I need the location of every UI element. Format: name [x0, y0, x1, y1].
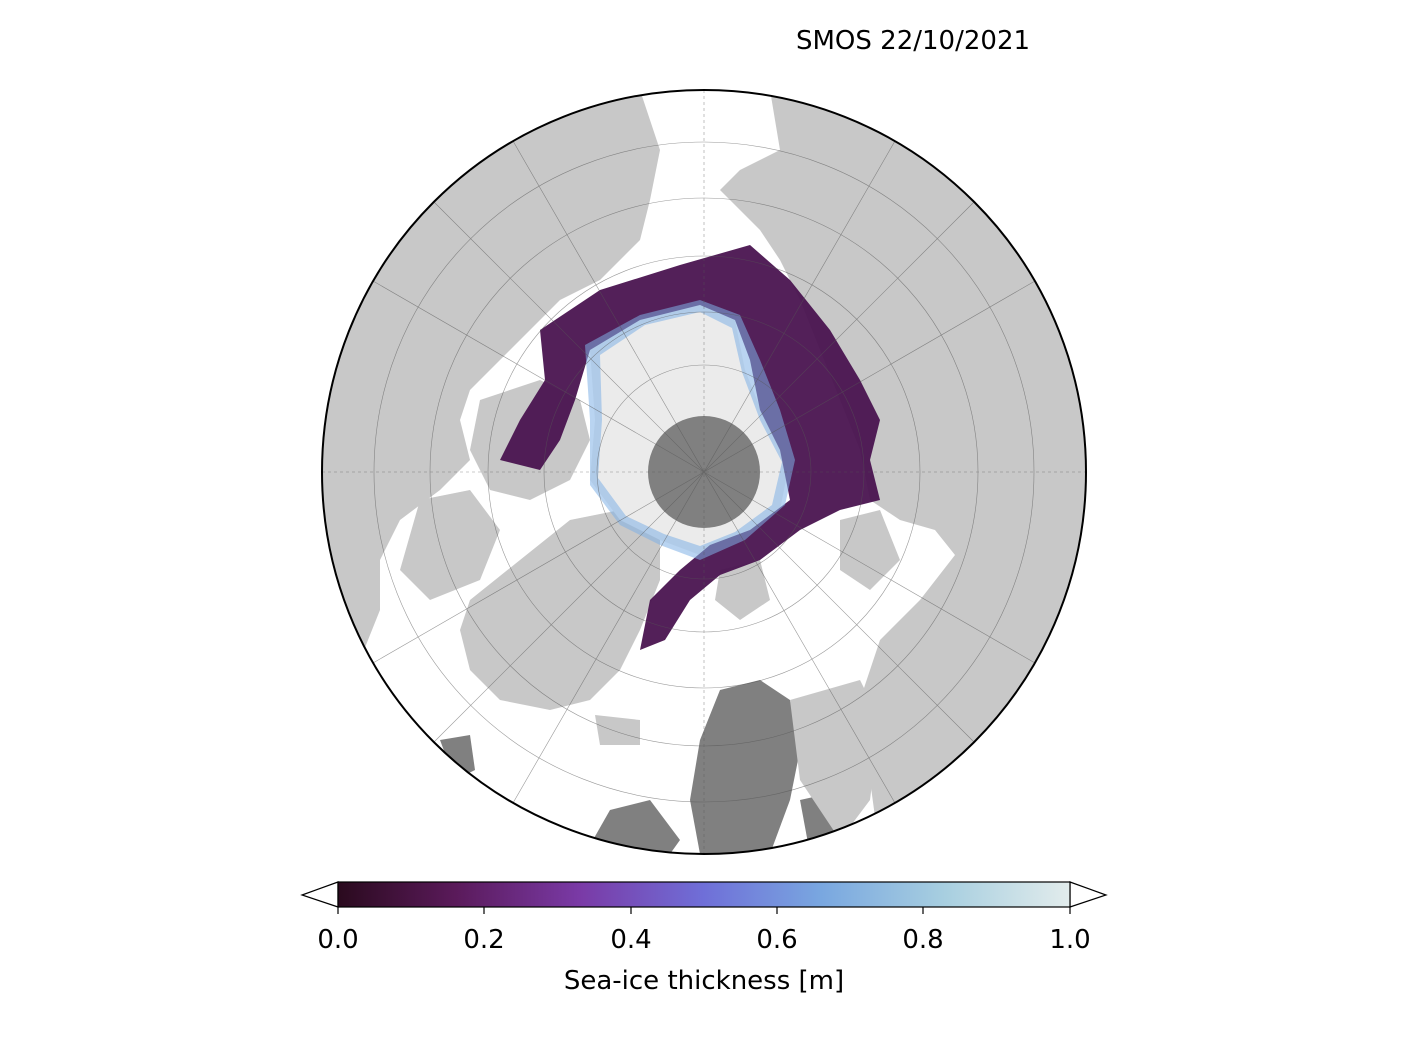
colorbar-label: Sea-ice thickness [m]: [563, 966, 845, 996]
colorbar-tick-label: 0.6: [756, 925, 798, 955]
colorbar-tick-marks: [337, 907, 1071, 914]
colorbar-tick-label: 0.0: [317, 925, 359, 955]
land-svalbard: [715, 560, 770, 620]
land-siberia: [720, 90, 1086, 854]
land-north-america: [322, 90, 660, 700]
graticule: [322, 90, 1086, 854]
colorbar-tick-label: 1.0: [1049, 925, 1091, 955]
map-boundary: [321, 89, 1087, 855]
land-scandinavia: [690, 680, 800, 854]
colorbar-tick-label: 0.2: [463, 925, 505, 955]
colorbar-extend-max: [1069, 881, 1108, 908]
land-iceland: [595, 715, 640, 745]
land-greenland: [460, 510, 660, 710]
colorbar-tick-label: 0.4: [610, 925, 652, 955]
colorbar-tick-label: 0.8: [902, 925, 944, 955]
colorbar: [300, 881, 1108, 914]
map-title: SMOS 22/10/2021: [796, 26, 1031, 56]
colorbar-extend-min: [300, 881, 339, 908]
colorbar-gradient: [337, 881, 1071, 908]
